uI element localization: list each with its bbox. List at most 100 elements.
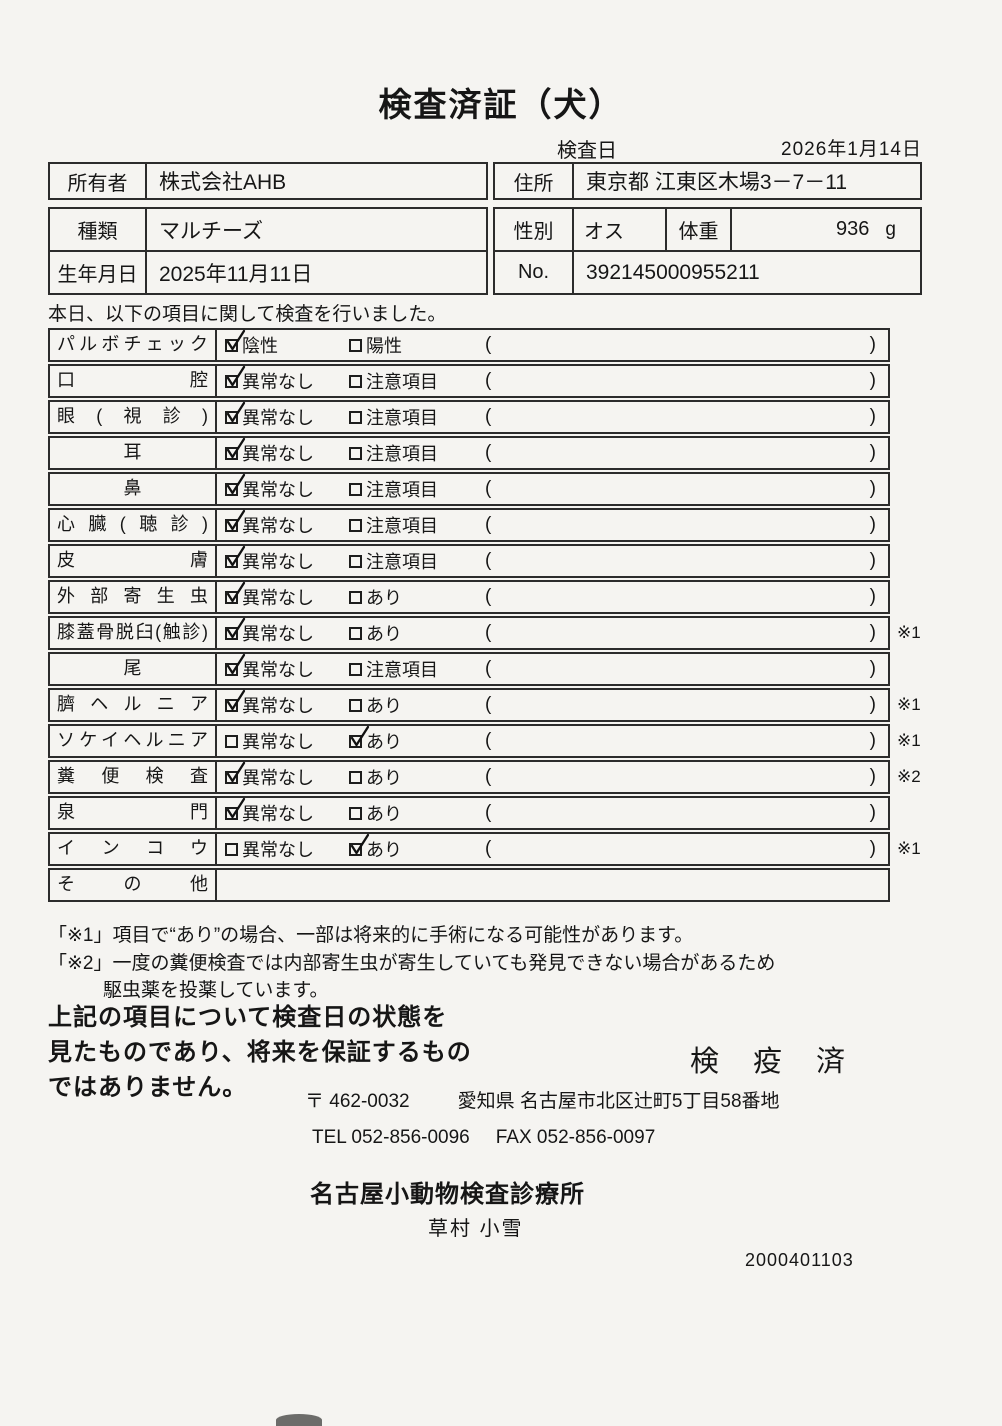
checklist-row: ソケイヘルニア 異常なし あり ( ) ※1 <box>48 724 921 758</box>
weight-value: 936 <box>836 218 870 240</box>
check-mark-icon <box>226 365 246 387</box>
check-mark-icon <box>350 833 370 855</box>
checkbox-icon <box>225 689 246 712</box>
exam-option-1-label: 異常なし <box>242 840 314 860</box>
paren-open: ( <box>485 442 492 463</box>
page-title: 検査済証（犬） <box>378 86 624 123</box>
exam-option-2: 注意項目 <box>349 548 485 574</box>
exam-option-1: 異常なし <box>225 653 349 682</box>
checkbox-icon <box>349 518 362 532</box>
quarantine-stamp: 検 疫 済 <box>690 1046 859 1078</box>
paren-open: ( <box>485 694 492 715</box>
exam-option-1: 異常なし <box>225 437 349 466</box>
paren-open: ( <box>485 406 492 427</box>
exam-options: 異常なし 注意項目 ( ) <box>217 545 888 576</box>
exam-option-1: 異常なし <box>225 689 349 718</box>
checklist: パルボチェック 陰性 陽性 ( ) 口腔 異常なし <box>48 328 921 904</box>
paren-close: ) <box>869 694 876 715</box>
exam-option-1-label: 陰性 <box>242 336 278 356</box>
exam-option-2-label: あり <box>366 696 402 716</box>
checkbox-icon <box>349 626 362 640</box>
checkbox-icon <box>225 797 246 820</box>
exam-item-label: 膝蓋骨脱臼(触診) <box>50 618 217 648</box>
exam-option-1: 異常なし <box>225 728 349 754</box>
checkbox-icon <box>349 554 362 568</box>
checkbox-icon <box>225 329 246 352</box>
checklist-row-box: 泉門 異常なし あり ( ) <box>48 796 890 830</box>
exam-option-2-label: 注意項目 <box>366 372 438 392</box>
exam-options: 異常なし あり ( ) <box>217 689 888 720</box>
disclaimer-text: 上記の項目について検査日の状態を 見たものであり、将来を保証するもの ではありま… <box>48 1000 472 1105</box>
check-mark-icon <box>226 617 246 639</box>
checklist-row-box: 膝蓋骨脱臼(触診) 異常なし あり ( ) <box>48 616 890 650</box>
checkbox-icon <box>225 734 238 748</box>
exam-option-2-label: あり <box>366 732 402 752</box>
exam-option-2-label: 注意項目 <box>366 552 438 572</box>
weight-label: 体重 <box>667 209 732 250</box>
breed-label: 種類 <box>50 209 147 250</box>
exam-item-label: 泉門 <box>50 798 217 828</box>
exam-item-label: 耳 <box>50 438 217 468</box>
breed-value: マルチーズ <box>159 219 263 243</box>
checkbox-icon <box>225 365 246 388</box>
exam-options: 異常なし あり ( ) <box>217 761 888 792</box>
exam-option-2-label: あり <box>366 768 402 788</box>
exam-option-1: 異常なし <box>225 836 349 862</box>
clinic-telfax-line: TEL 052-856-0096 FAX 052-856-0097 <box>312 1127 655 1149</box>
exam-options: 異常なし 注意項目 ( ) <box>217 473 888 504</box>
check-mark-icon <box>226 653 246 675</box>
exam-item-label: 尾 <box>50 654 217 684</box>
footnote-2: 「※2」一度の糞便検査では内部寄生虫が寄生していても発見できない場合があるため <box>48 953 776 974</box>
document-code: 2000401103 <box>745 1250 854 1270</box>
exam-option-2: あり <box>349 620 485 646</box>
address-label: 住所 <box>495 164 574 198</box>
check-mark-icon <box>226 401 246 423</box>
checklist-row-box: 外部寄生虫 異常なし あり ( ) <box>48 580 890 614</box>
paren-open: ( <box>485 370 492 391</box>
exam-option-2: 注意項目 <box>349 512 485 538</box>
checklist-row-box: ソケイヘルニア 異常なし あり ( ) <box>48 724 890 758</box>
owner-table: 所有者 株式会社AHB <box>48 162 488 200</box>
exam-option-2: あり <box>349 833 485 862</box>
checklist-row-box: インコウ 異常なし あり ( ) <box>48 832 890 866</box>
exam-option-1-label: 異常なし <box>242 804 314 824</box>
checkbox-icon <box>349 482 362 496</box>
sex-value: オス <box>574 209 667 250</box>
check-mark-icon <box>226 689 246 711</box>
address-value: 東京都 江東区木場3－7－11 <box>586 171 847 194</box>
paren-open: ( <box>485 478 492 499</box>
footnote-ref: ※1 <box>897 839 921 858</box>
exam-options: 異常なし 注意項目 ( ) <box>217 437 888 468</box>
footnote-ref: ※2 <box>897 767 921 786</box>
fax-value: FAX 052-856-0097 <box>495 1127 656 1148</box>
exam-option-1-label: 異常なし <box>242 516 314 536</box>
exam-option-2-label: 注意項目 <box>366 480 438 500</box>
check-mark-icon <box>350 725 370 747</box>
paren-close: ) <box>869 478 876 499</box>
exam-option-1: 異常なし <box>225 545 349 574</box>
check-mark-icon <box>226 509 246 531</box>
exam-item-label: 眼(視診) <box>50 402 217 432</box>
exam-options <box>217 870 888 900</box>
disclaimer-line-2: 見たものであり、将来を保証するもの <box>48 1039 472 1066</box>
clinic-name: 名古屋小動物検査診療所 <box>310 1181 585 1208</box>
exam-option-1: 陰性 <box>225 329 349 358</box>
paren-close: ) <box>869 838 876 859</box>
checkbox-icon <box>349 410 362 424</box>
exam-option-2-label: あり <box>366 624 402 644</box>
checklist-row: 泉門 異常なし あり ( ) <box>48 796 921 830</box>
exam-option-2-label: あり <box>366 804 402 824</box>
paren-close: ) <box>869 658 876 679</box>
exam-item-label: 心臓(聴診) <box>50 510 217 540</box>
exam-item-label: 皮膚 <box>50 546 217 576</box>
checklist-row-box: 眼(視診) 異常なし 注意項目 ( ) <box>48 400 890 434</box>
clinic-address-line: 〒 462-0032 愛知県 名古屋市北区辻町5丁目58番地 <box>305 1086 780 1113</box>
exam-item-label: 口腔 <box>50 366 217 396</box>
checklist-row-box: 尾 異常なし 注意項目 ( ) <box>48 652 890 686</box>
paren-close: ) <box>869 802 876 823</box>
exam-option-1: 異常なし <box>225 617 349 646</box>
birthdate-value: 2025年11月11日 <box>159 262 313 286</box>
checklist-row-box: 心臓(聴診) 異常なし 注意項目 ( ) <box>48 508 890 542</box>
footnote-2-continued: 駆虫薬を投薬しています。 <box>103 980 329 1001</box>
footnote-ref: ※1 <box>897 623 921 642</box>
